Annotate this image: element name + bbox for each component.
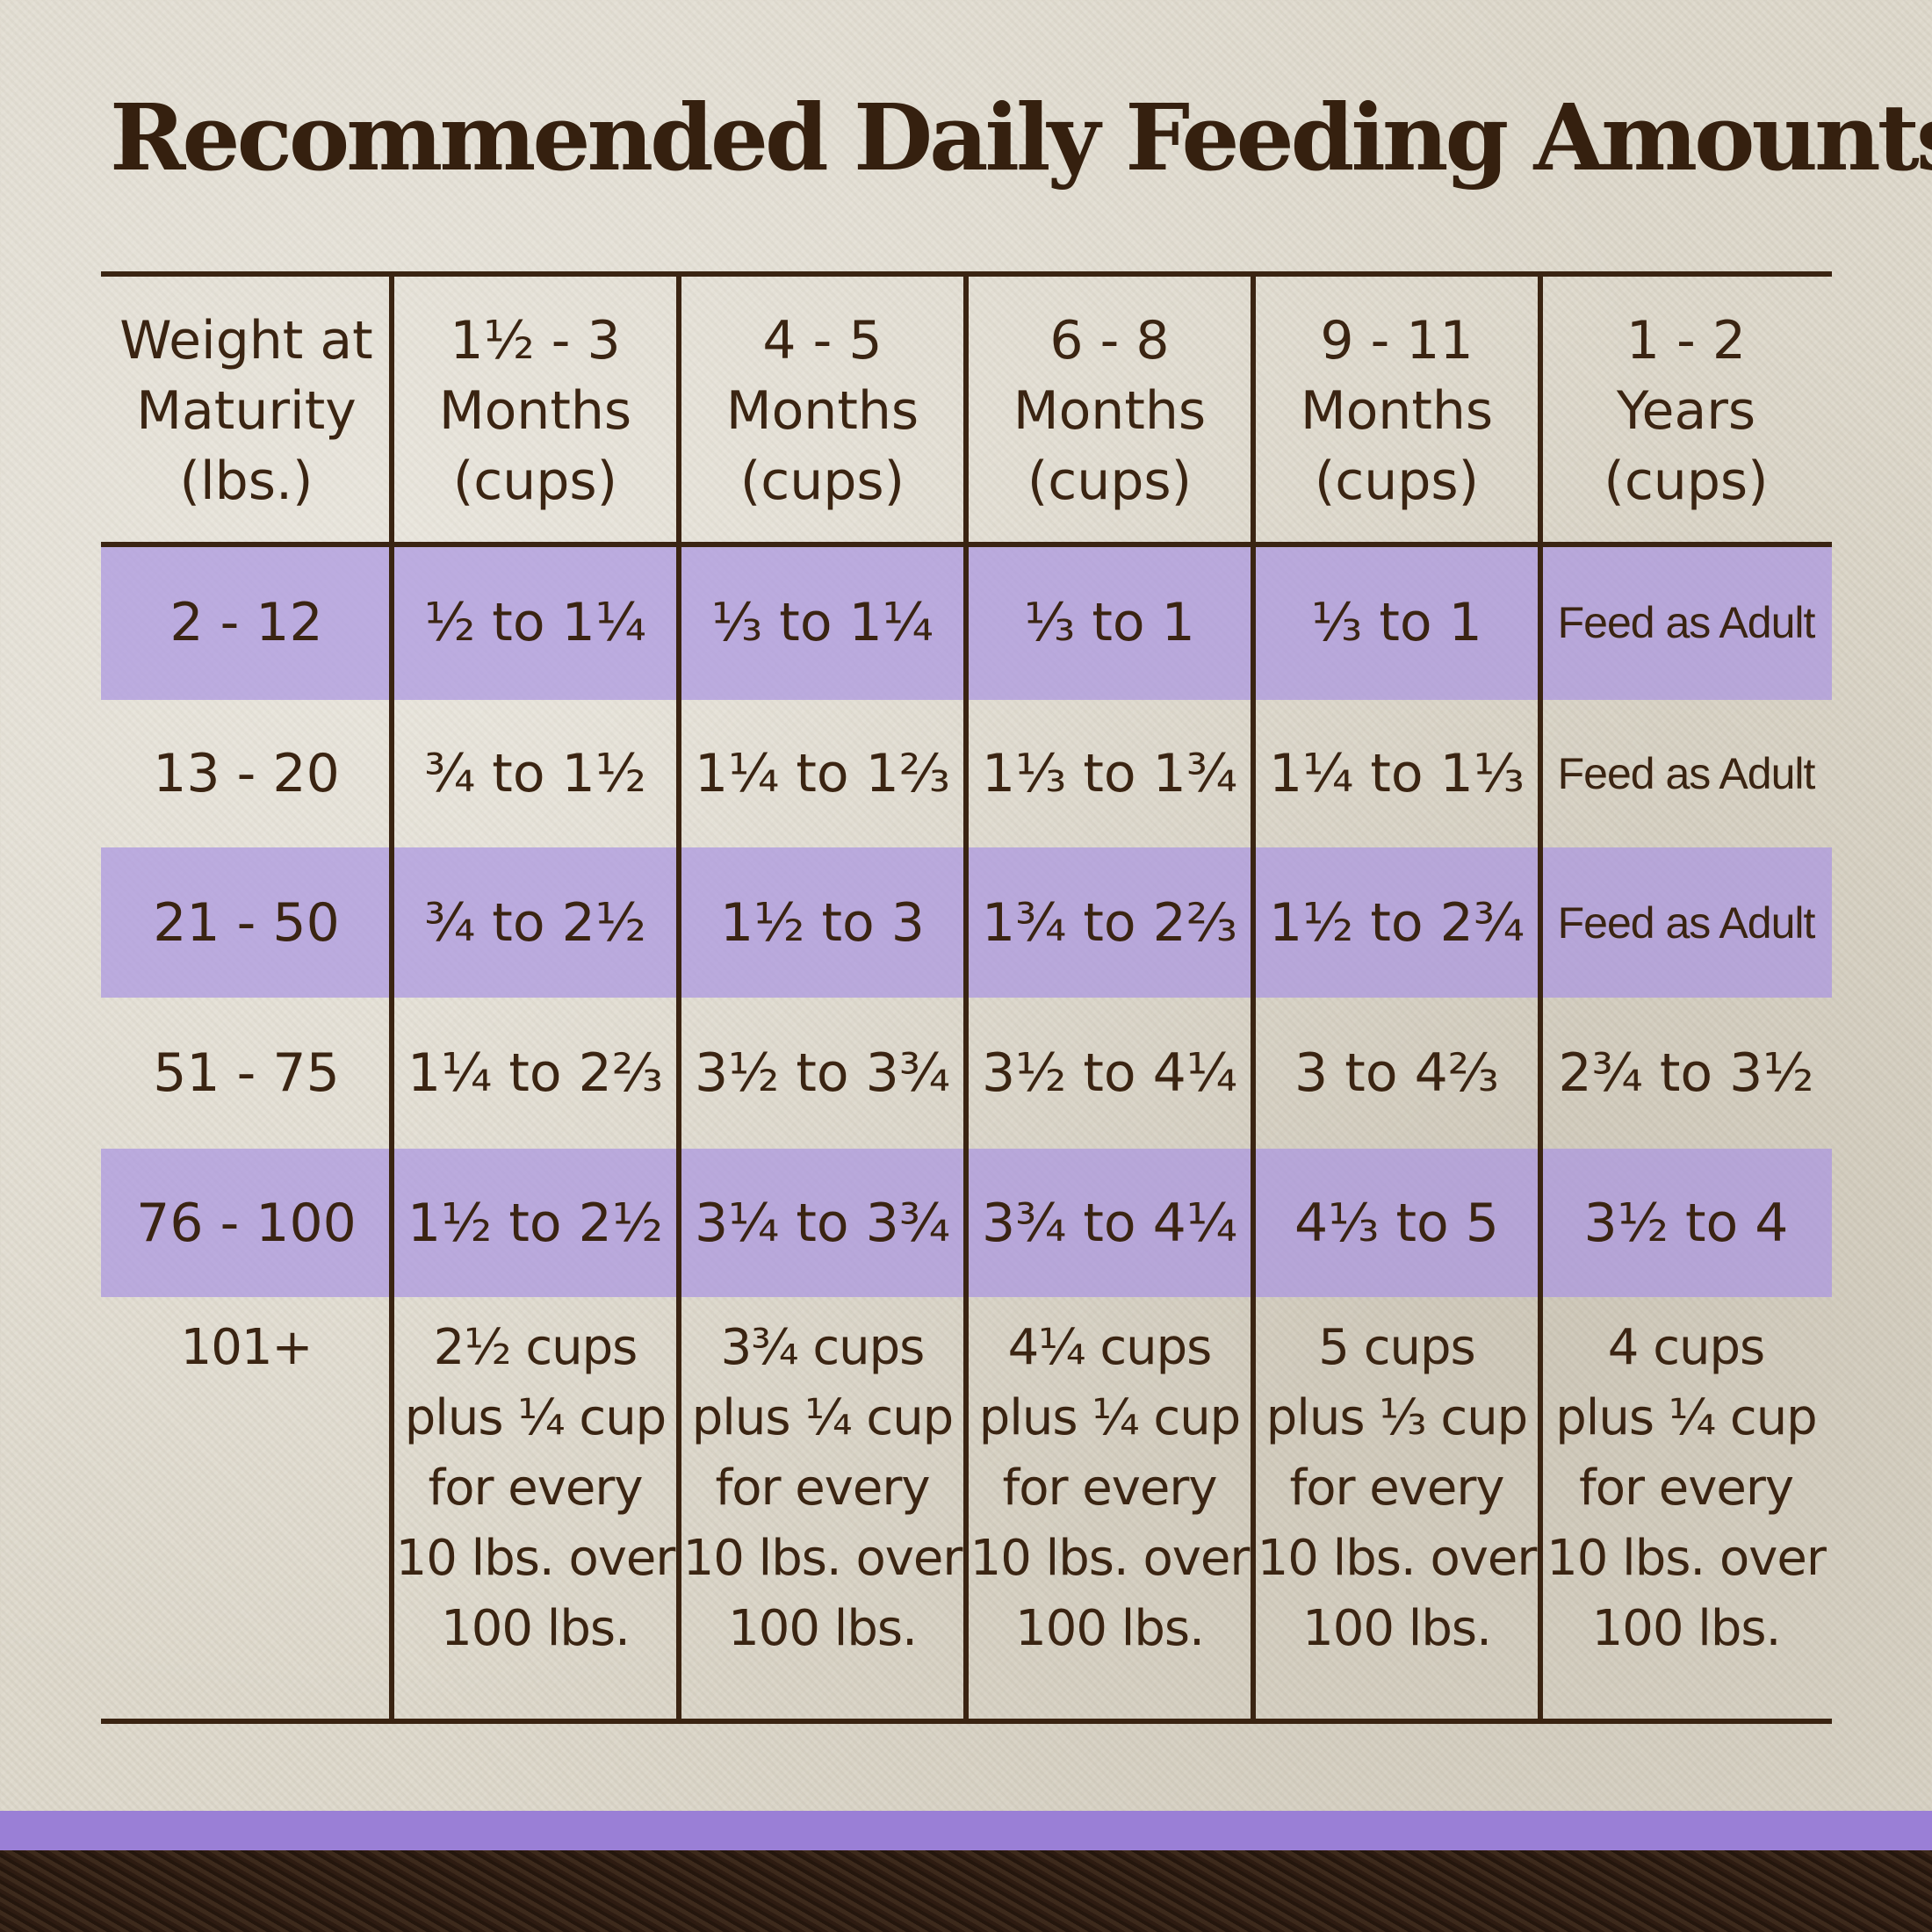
column-header: Weight at Maturity (lbs.) <box>119 309 373 512</box>
weight-cell: 51 - 75 <box>153 1042 340 1104</box>
amount-cell: 1⅓ to 1¾ <box>981 743 1238 804</box>
column-header: 1 - 2 Years (cups) <box>1604 309 1769 512</box>
amount-cell: 3½ to 4 <box>1583 1192 1789 1254</box>
amount-cell: Feed as Adult <box>1557 898 1816 948</box>
weight-cell: 13 - 20 <box>153 743 340 804</box>
amount-cell: ½ to 1¼ <box>424 591 646 653</box>
column-header: 9 - 11 Months (cups) <box>1300 309 1494 512</box>
amount-cell: ⅓ to 1¼ <box>711 591 934 653</box>
amount-cell: 1¾ to 2⅔ <box>981 891 1238 954</box>
amount-cell: 4⅓ to 5 <box>1294 1192 1499 1254</box>
table-bottom-border <box>101 1719 1832 1724</box>
amount-cell: 3½ to 4¼ <box>981 1042 1238 1104</box>
column-header: 1½ - 3 Months (cups) <box>438 309 632 512</box>
amount-cell: 1¼ to 1⅔ <box>694 743 951 804</box>
amount-cell: 3 to 4⅔ <box>1294 1042 1499 1104</box>
amount-cell: 1½ to 2¾ <box>1268 891 1525 954</box>
weight-cell: 101+ <box>180 1319 314 1376</box>
amount-cell: ¾ to 2½ <box>424 891 646 954</box>
weight-cell: 76 - 100 <box>136 1192 357 1254</box>
amount-cell: 1¼ to 2⅔ <box>407 1042 664 1104</box>
amount-cell: 2¾ to 3½ <box>1558 1042 1814 1104</box>
amount-cell: 3¾ to 4¼ <box>981 1192 1238 1254</box>
amount-cell: 3¼ to 3¾ <box>694 1192 951 1254</box>
page-title: Recommended Daily Feeding Amounts: <box>110 83 1932 191</box>
amount-cell: ⅓ to 1 <box>1024 591 1195 653</box>
amount-cell: 1¼ to 1⅓ <box>1268 743 1525 804</box>
column-divider <box>676 271 681 1721</box>
weight-cell: 2 - 12 <box>169 591 323 653</box>
column-divider <box>1538 271 1543 1721</box>
column-header: 4 - 5 Months (cups) <box>725 309 919 512</box>
column-header: 6 - 8 Months (cups) <box>1013 309 1207 512</box>
column-divider <box>389 271 394 1721</box>
accent-bar <box>0 1811 1932 1850</box>
amount-cell: 3½ to 3¾ <box>694 1042 951 1104</box>
column-divider <box>1251 271 1256 1721</box>
amount-cell: ¾ to 1½ <box>424 743 646 804</box>
amount-cell: 3¾ cups plus ¼ cup for every 10 lbs. ove… <box>682 1319 963 1657</box>
amount-cell: 4 cups plus ¼ cup for every 10 lbs. over… <box>1546 1319 1827 1657</box>
amount-cell: 1½ to 2½ <box>407 1192 664 1254</box>
column-divider <box>963 271 969 1721</box>
soil-footer <box>0 1850 1932 1932</box>
amount-cell: 2½ cups plus ¼ cup for every 10 lbs. ove… <box>395 1319 676 1657</box>
feeding-table: Weight at Maturity (lbs.) 1½ - 3 Months (… <box>101 271 1832 1724</box>
weight-cell: 21 - 50 <box>153 891 340 954</box>
amount-cell: Feed as Adult <box>1557 749 1816 798</box>
amount-cell: ⅓ to 1 <box>1311 591 1482 653</box>
amount-cell: Feed as Adult <box>1557 597 1816 647</box>
amount-cell: 5 cups plus ⅓ cup for every 10 lbs. over… <box>1257 1319 1538 1657</box>
amount-cell: 4¼ cups plus ¼ cup for every 10 lbs. ove… <box>970 1319 1251 1657</box>
amount-cell: 1½ to 3 <box>720 891 925 954</box>
